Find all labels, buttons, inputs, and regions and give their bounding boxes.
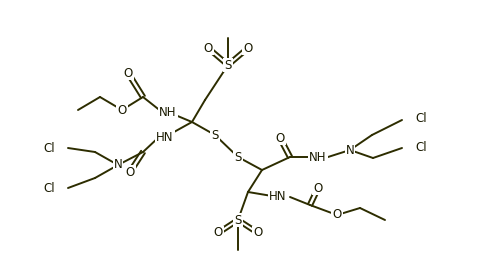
Text: O: O xyxy=(203,41,212,54)
Text: HN: HN xyxy=(156,131,174,143)
Text: S: S xyxy=(234,213,242,227)
Text: S: S xyxy=(212,128,219,141)
Text: N: N xyxy=(346,143,354,156)
Text: O: O xyxy=(254,227,263,240)
Text: O: O xyxy=(243,41,253,54)
Text: Cl: Cl xyxy=(415,140,426,154)
Text: S: S xyxy=(234,150,242,163)
Text: O: O xyxy=(275,132,285,145)
Text: NH: NH xyxy=(159,105,177,119)
Text: Cl: Cl xyxy=(44,141,55,155)
Text: O: O xyxy=(213,227,223,240)
Text: O: O xyxy=(333,208,342,221)
Text: N: N xyxy=(114,159,122,171)
Text: O: O xyxy=(118,104,127,117)
Text: O: O xyxy=(125,166,135,178)
Text: S: S xyxy=(224,59,232,71)
Text: Cl: Cl xyxy=(415,112,426,125)
Text: O: O xyxy=(313,182,323,195)
Text: Cl: Cl xyxy=(44,182,55,195)
Text: NH: NH xyxy=(309,150,327,163)
Text: O: O xyxy=(123,67,133,80)
Text: HN: HN xyxy=(269,191,287,204)
